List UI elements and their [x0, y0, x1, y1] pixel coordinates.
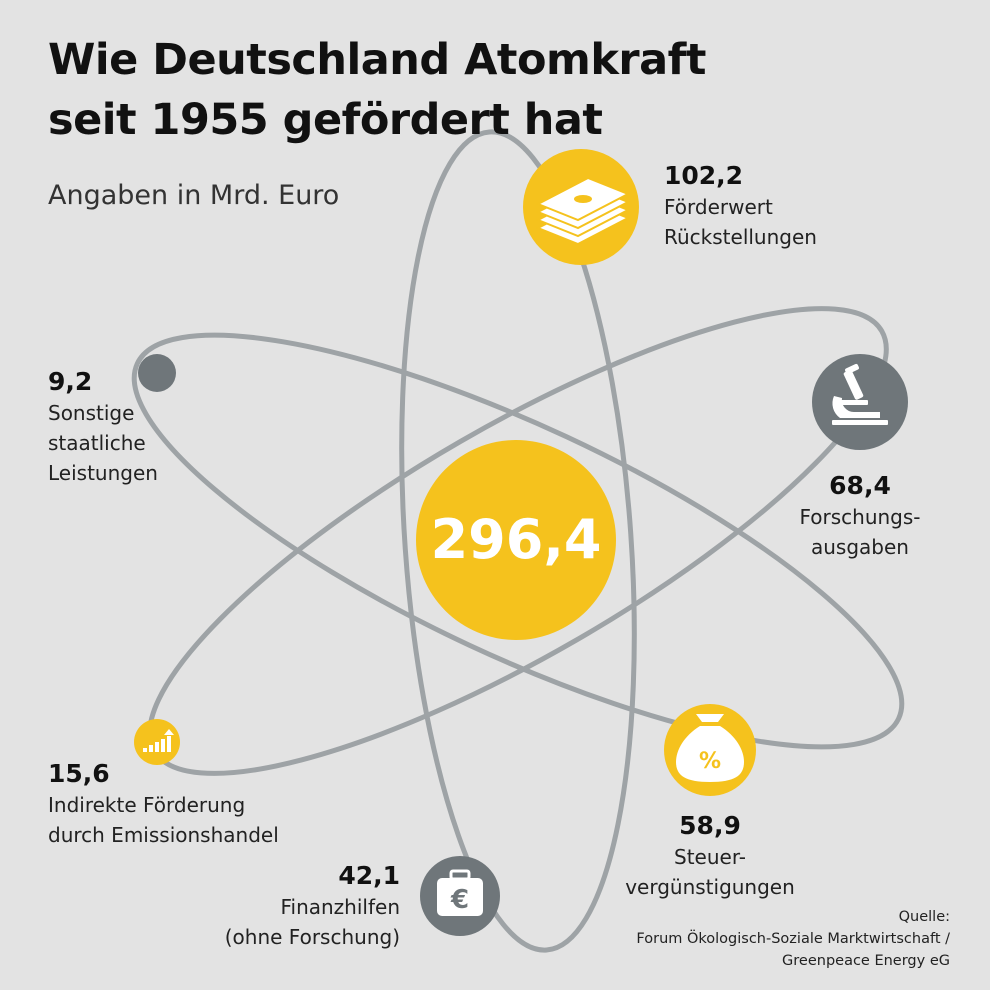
source-line: Quelle: — [898, 909, 950, 925]
value-sonstige: 9,2 — [48, 367, 93, 396]
source-note: Quelle: Forum Ökologisch-Soziale Marktwi… — [636, 906, 950, 972]
text-line: durch Emissionshandel — [48, 823, 279, 847]
subtitle: Angaben in Mrd. Euro — [48, 180, 340, 211]
microscope-icon — [812, 354, 908, 450]
page-title: Wie Deutschland Atomkraft seit 1955 gefö… — [48, 35, 706, 145]
value-emission: 15,6 — [48, 759, 110, 788]
value-rueckstellungen: 102,2 — [664, 161, 744, 190]
source-line: Forum Ökologisch-Soziale Marktwirtschaft… — [636, 931, 950, 947]
label-steuer: 58,9 Steuer- vergünstigungen — [620, 810, 800, 902]
label-forschung: 68,4 Forschungs- ausgaben — [780, 470, 940, 562]
text-line: staatliche — [48, 431, 146, 455]
label-emission: 15,6 Indirekte Förderung durch Emissions… — [48, 758, 279, 850]
rising-bars-icon — [134, 719, 180, 765]
value-steuer: 58,9 — [679, 811, 741, 840]
text-line: (ohne Forschung) — [224, 925, 400, 949]
label-sonstige: 9,2 Sonstige staatliche Leistungen — [48, 366, 158, 488]
value-forschung: 68,4 — [829, 471, 891, 500]
text-line: Sonstige — [48, 401, 135, 425]
text-line: Forschungs- — [799, 505, 921, 529]
svg-text:%: % — [699, 749, 721, 774]
text-line: vergünstigungen — [625, 875, 795, 899]
percent-money-bag-icon: % — [664, 704, 756, 796]
text-line: Rückstellungen — [664, 225, 817, 249]
text-line: Leistungen — [48, 461, 158, 485]
dot-icon — [138, 354, 176, 392]
source-line: Greenpeace Energy eG — [782, 953, 950, 969]
euro-briefcase-icon: € — [420, 856, 500, 936]
orbit-diagonal-down — [131, 332, 905, 750]
orbit-vertical — [399, 129, 637, 953]
text-line: Finanzhilfen — [280, 895, 400, 919]
label-finanzhilfen: 42,1 Finanzhilfen (ohne Forschung) — [200, 860, 400, 952]
text-line: Indirekte Förderung — [48, 793, 246, 817]
text-line: Förderwert — [664, 195, 773, 219]
text-line: Steuer- — [674, 845, 746, 869]
svg-text:€: € — [450, 885, 469, 915]
nucleus-circle — [416, 440, 616, 640]
label-rueckstellungen: 102,2 Förderwert Rückstellungen — [664, 160, 817, 252]
total-value: 296,4 — [431, 508, 602, 571]
money-stack-icon — [523, 149, 639, 265]
value-finanzhilfen: 42,1 — [338, 861, 400, 890]
text-line: ausgaben — [811, 535, 909, 559]
